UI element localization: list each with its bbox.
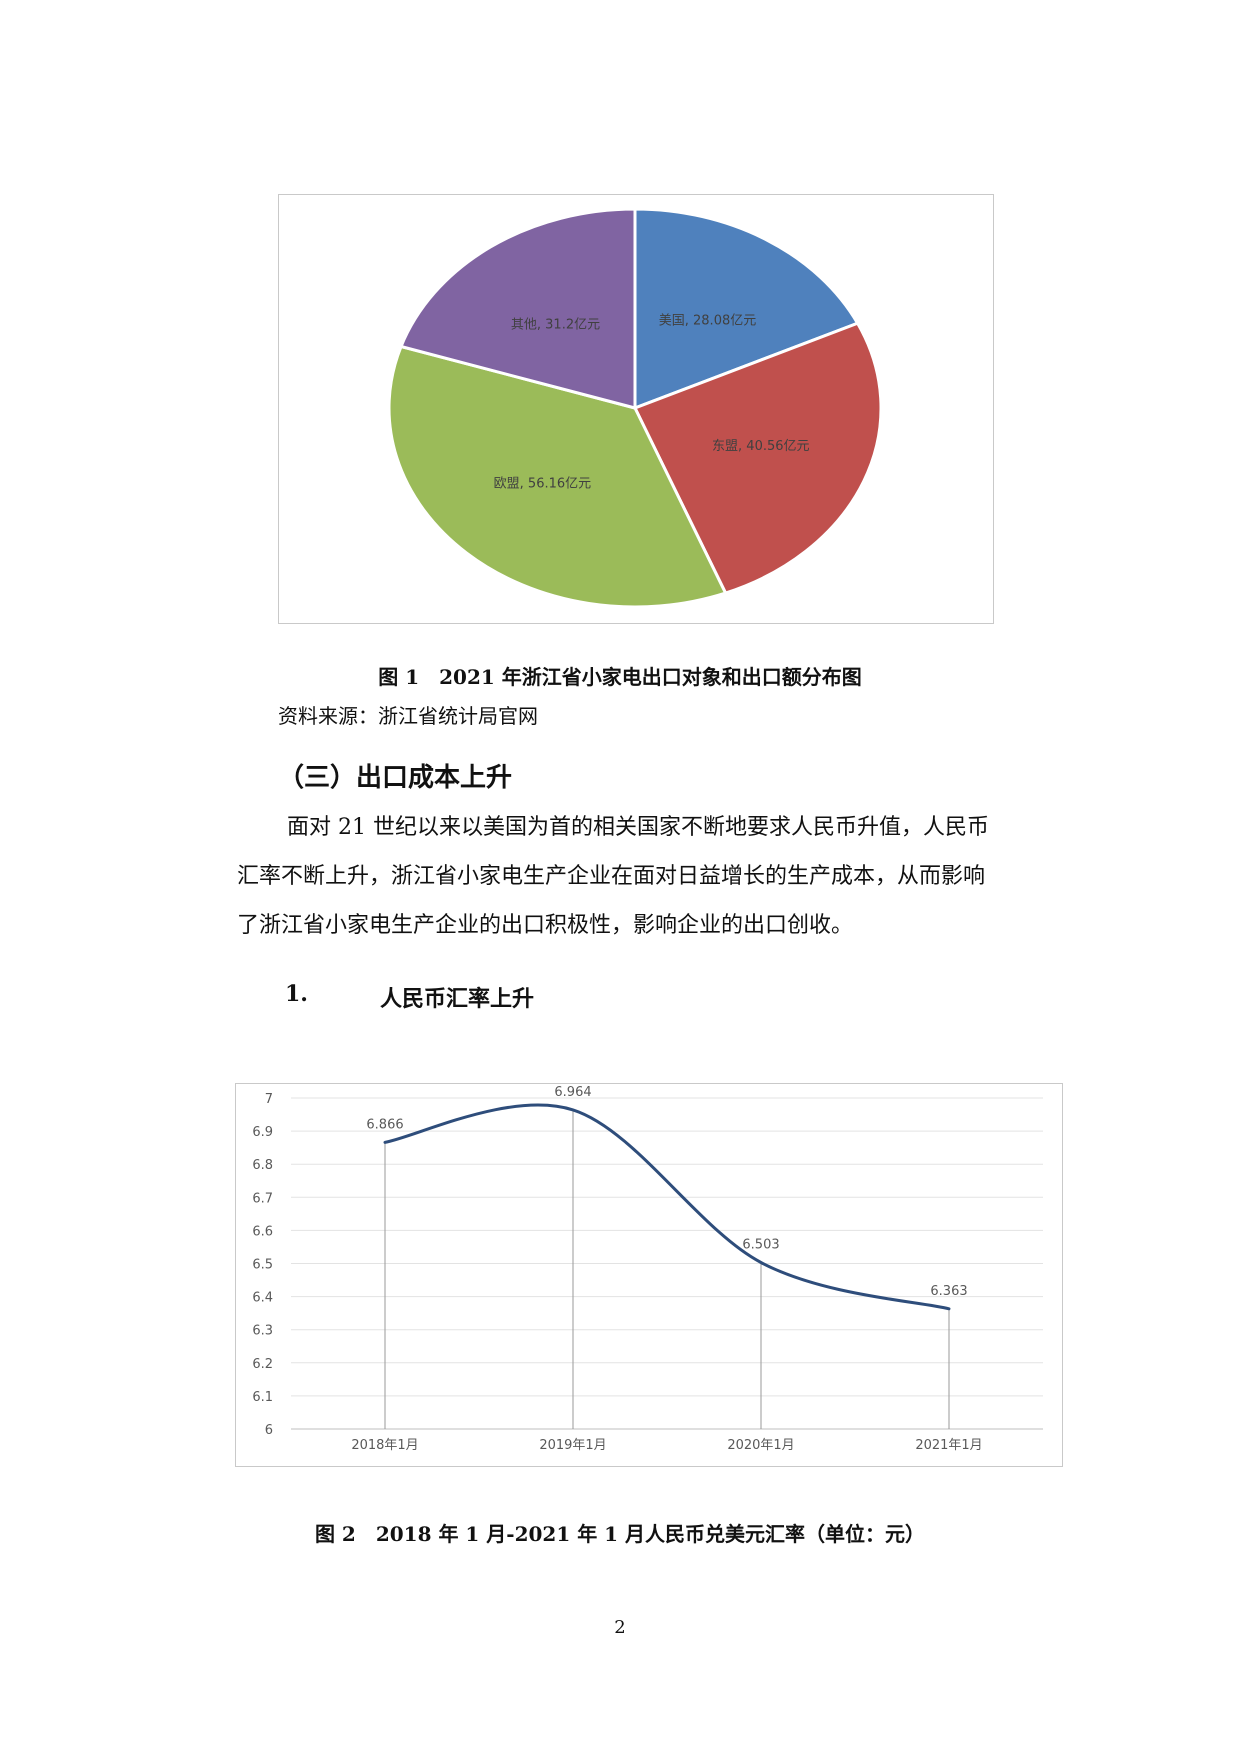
y-tick-label: 6.4	[252, 1291, 273, 1306]
page-number: 2	[614, 1617, 626, 1638]
section-paragraph: 面对 21 世纪以来以美国为首的相关国家不断地要求人民币升值，人民币 汇率不断上…	[237, 803, 1082, 950]
y-tick-label: 7	[265, 1092, 273, 1107]
figure1-source: 资料来源：浙江省统计局官网	[278, 704, 538, 728]
paragraph-line-3: 了浙江省小家电生产企业的出口积极性，影响企业的出口创收。	[237, 913, 854, 938]
pie-slice-3	[387, 344, 728, 609]
pie-slice-label-1: 美国, 28.08亿元	[659, 314, 756, 329]
pie-slice-4	[399, 207, 637, 410]
figure2-chart-frame: 6 6.1 6.2 6.3 6.4 6.5 6.6 6.7 6.8 6.9 7 6.866 6.964 6…	[235, 1083, 1063, 1467]
pie-slice-label-2: 东盟, 40.56亿元	[712, 439, 809, 454]
figure1-caption: 图 1 2021 年浙江省小家电出口对象和出口额分布图	[378, 665, 862, 689]
y-tick-label: 6.2	[252, 1357, 273, 1372]
y-tick-label: 6.1	[252, 1390, 273, 1405]
y-tick-label: 6	[265, 1423, 273, 1438]
paragraph-line-1: 面对 21 世纪以来以美国为首的相关国家不断地要求人民币升值，人民币	[287, 815, 989, 840]
y-tick-label: 6.8	[252, 1158, 273, 1173]
subheading-text: 人民币汇率上升	[380, 986, 535, 1012]
line-chart: 6 6.1 6.2 6.3 6.4 6.5 6.6 6.7 6.8 6.9 7 6.866 6.964 6…	[252, 1085, 1043, 1453]
data-label-4: 6.363	[930, 1284, 967, 1299]
x-tick-label: 2018年1月	[351, 1438, 418, 1453]
series-line	[383, 1103, 951, 1311]
pie-slice-label-4: 其他, 31.2亿元	[511, 317, 600, 332]
pie-slice-2	[632, 321, 883, 595]
figure1-chart-frame: 美国, 28.08亿元东盟, 40.56亿元欧盟, 56.16亿元 其他, 31.…	[278, 194, 994, 624]
paragraph-line-2: 汇率不断上升，浙江省小家电生产企业在面对日益增长的生产成本，从而影响	[237, 864, 986, 889]
x-tick-label: 2019年1月	[539, 1438, 606, 1453]
y-tick-label: 6.3	[252, 1324, 273, 1339]
y-tick-label: 6.6	[252, 1224, 273, 1239]
pie-slice-1	[633, 207, 860, 411]
data-label-2: 6.964	[554, 1085, 591, 1100]
x-tick-label: 2020年1月	[727, 1438, 794, 1453]
y-tick-label: 6.9	[252, 1125, 273, 1140]
data-label-3: 6.503	[742, 1238, 779, 1253]
y-tick-label: 6.5	[252, 1258, 273, 1273]
section-heading: （三）出口成本上升	[278, 763, 513, 793]
figure2-caption: 图 2 2018 年 1 月-2021 年 1 月人民币兑美元汇率（单位：元）	[314, 1522, 926, 1546]
subheading-number: 1.	[285, 981, 308, 1007]
pie-slice-label-3: 欧盟, 56.16亿元	[494, 476, 591, 491]
data-label-1: 6.866	[366, 1117, 403, 1132]
x-tick-label: 2021年1月	[915, 1438, 982, 1453]
y-tick-label: 6.7	[252, 1191, 273, 1206]
